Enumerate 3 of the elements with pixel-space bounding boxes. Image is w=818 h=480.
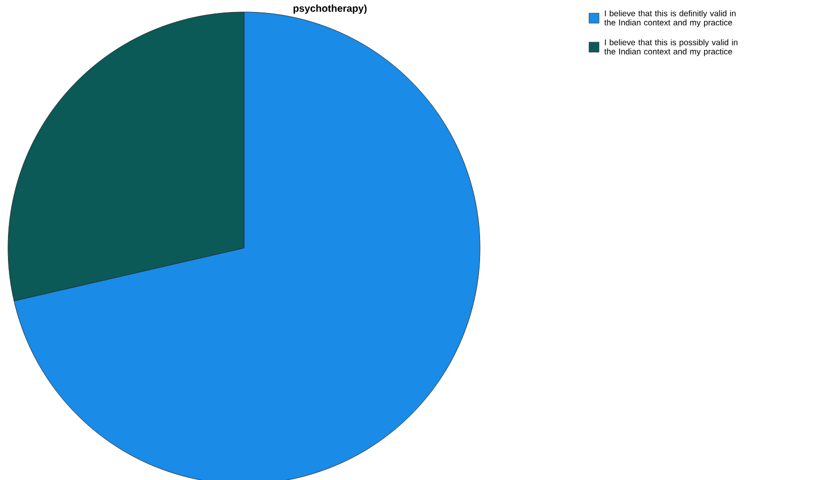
chart-title: psychotherapy) [294, 4, 367, 14]
legend-label: I believe that this is possibly valid in the Indian context and my practice [604, 39, 738, 56]
legend-label: I believe that this is definitly valid in the Indian context and my practice [604, 10, 736, 28]
